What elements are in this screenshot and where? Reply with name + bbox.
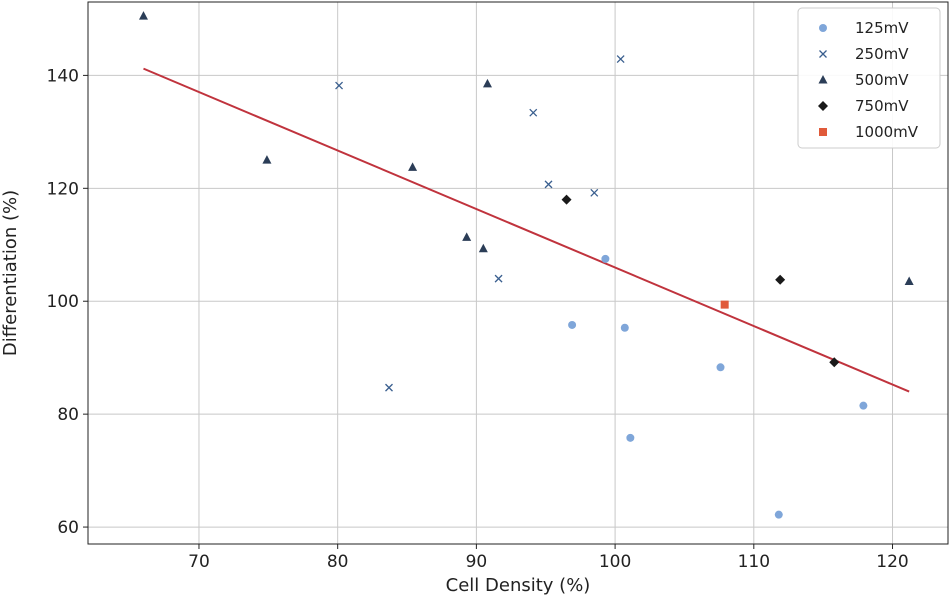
legend-label: 1000mV xyxy=(855,123,919,141)
y-tick-labels: 60 80 100 120 140 xyxy=(47,66,88,538)
data-point xyxy=(590,188,599,197)
data-point xyxy=(544,180,553,189)
data-point xyxy=(529,108,538,117)
legend-label: 250mV xyxy=(855,45,909,63)
x-tick-label: 120 xyxy=(876,552,908,572)
data-point xyxy=(561,194,572,205)
legend-marker xyxy=(819,50,827,58)
x-axis-title: Cell Density (%) xyxy=(446,575,591,596)
legend-label: 125mV xyxy=(855,19,909,37)
legend-marker xyxy=(818,75,828,84)
trend-line xyxy=(143,67,910,393)
x-tick-label: 80 xyxy=(327,552,349,572)
x-tick-label: 100 xyxy=(599,552,631,572)
legend: 125mV 250mV 500mV 750mV 1000mV xyxy=(797,7,941,149)
data-point xyxy=(904,276,914,285)
data-point xyxy=(829,357,840,368)
data-point xyxy=(138,11,148,20)
data-point xyxy=(620,323,629,332)
data-point xyxy=(335,81,344,90)
x-tick-labels: 70 80 90 100 110 120 xyxy=(188,544,909,572)
y-tick-label: 80 xyxy=(57,405,79,425)
data-point xyxy=(720,300,729,309)
data-point xyxy=(478,243,488,253)
data-point xyxy=(859,401,868,410)
data-point xyxy=(462,232,472,241)
data-point xyxy=(482,78,492,88)
data-point xyxy=(568,320,577,329)
legend-marker xyxy=(818,101,828,111)
x-tick-label: 110 xyxy=(738,552,770,572)
data-points xyxy=(138,11,914,519)
data-point xyxy=(626,433,635,442)
data-point xyxy=(494,274,503,283)
data-point xyxy=(408,162,418,171)
data-point xyxy=(601,254,610,263)
x-tick-label: 90 xyxy=(466,552,488,572)
trendline-group xyxy=(143,67,910,393)
legend-label: 750mV xyxy=(855,97,909,115)
legend-marker xyxy=(819,128,827,136)
legend-label: 500mV xyxy=(855,71,909,89)
y-tick-label: 60 xyxy=(57,518,79,538)
y-tick-label: 140 xyxy=(47,66,79,86)
data-point xyxy=(616,55,625,63)
plot-frame xyxy=(87,1,949,545)
y-tick-label: 120 xyxy=(47,179,79,199)
x-tick-label: 70 xyxy=(188,552,210,572)
y-axis-title: Differentiation (%) xyxy=(0,190,21,356)
data-point xyxy=(385,383,393,392)
data-point xyxy=(774,510,783,519)
legend-marker xyxy=(819,24,827,32)
y-tick-label: 100 xyxy=(47,292,79,312)
data-point xyxy=(262,155,272,164)
data-point xyxy=(775,274,786,285)
legend-box xyxy=(797,7,941,149)
data-point xyxy=(716,363,725,372)
